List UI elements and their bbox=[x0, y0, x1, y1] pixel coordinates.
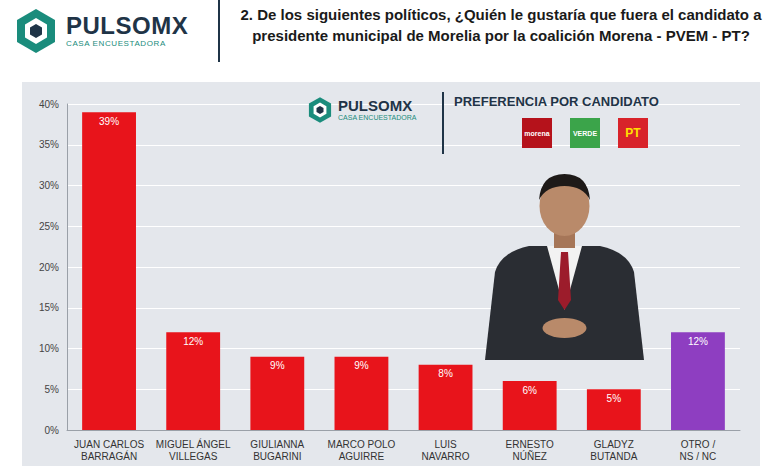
svg-text:NS / NC: NS / NC bbox=[680, 451, 717, 462]
svg-text:8%: 8% bbox=[438, 368, 453, 379]
html-text:VERDE: VERDE bbox=[572, 129, 598, 137]
svg-text:VILLEGAS: VILLEGAS bbox=[169, 451, 218, 462]
svg-text:ERNESTO: ERNESTO bbox=[506, 439, 554, 450]
svg-text:MARCO POLO: MARCO POLO bbox=[328, 439, 396, 450]
svg-text:30%: 30% bbox=[39, 180, 59, 191]
svg-text:39%: 39% bbox=[99, 116, 119, 127]
svg-text:JUAN CARLOS: JUAN CARLOS bbox=[74, 439, 144, 450]
svg-text:GIULIANNA: GIULIANNA bbox=[250, 439, 304, 450]
svg-text:40%: 40% bbox=[39, 99, 59, 110]
svg-text:BUGARINI: BUGARINI bbox=[253, 451, 301, 462]
svg-text:25%: 25% bbox=[39, 221, 59, 232]
svg-text:6%: 6% bbox=[522, 385, 537, 396]
svg-text:0%: 0% bbox=[45, 425, 60, 436]
svg-text:5%: 5% bbox=[45, 384, 60, 395]
svg-text:15%: 15% bbox=[39, 302, 59, 313]
svg-text:35%: 35% bbox=[39, 139, 59, 150]
svg-text:LUIS: LUIS bbox=[434, 439, 457, 450]
svg-text:BARRAGÁN: BARRAGÁN bbox=[81, 450, 137, 462]
svg-text:OTRO /: OTRO / bbox=[681, 439, 716, 450]
html-text:morena: morena bbox=[524, 129, 550, 137]
svg-text:NÚÑEZ: NÚÑEZ bbox=[512, 450, 546, 462]
html-text:PULSOMX: PULSOMX bbox=[338, 97, 413, 114]
svg-text:NAVARRO: NAVARRO bbox=[422, 451, 470, 462]
svg-text:9%: 9% bbox=[354, 360, 369, 371]
svg-text:20%: 20% bbox=[39, 262, 59, 273]
svg-text:9%: 9% bbox=[270, 360, 285, 371]
html-text:2. De los siguientes políticos: 2. De los siguientes políticos, ¿Quién l… bbox=[240, 6, 762, 44]
svg-text:AGUIRRE: AGUIRRE bbox=[339, 451, 385, 462]
html-text:CASA ENCUESTADORA: CASA ENCUESTADORA bbox=[66, 39, 166, 48]
html-text:PT: PT bbox=[625, 126, 641, 140]
html-text:CASA ENCUESTADORA: CASA ENCUESTADORA bbox=[338, 114, 417, 121]
svg-text:BUTANDA: BUTANDA bbox=[590, 451, 637, 462]
svg-text:10%: 10% bbox=[39, 343, 59, 354]
svg-text:12%: 12% bbox=[688, 336, 708, 347]
svg-text:5%: 5% bbox=[607, 393, 622, 404]
html-text:PULSOMX: PULSOMX bbox=[66, 12, 189, 39]
svg-text:GLADYZ: GLADYZ bbox=[594, 439, 634, 450]
svg-text:MIGUEL ÁNGEL: MIGUEL ÁNGEL bbox=[156, 438, 231, 450]
svg-text:12%: 12% bbox=[183, 336, 203, 347]
html-text:PREFERENCIA POR CANDIDATO: PREFERENCIA POR CANDIDATO bbox=[454, 94, 659, 109]
